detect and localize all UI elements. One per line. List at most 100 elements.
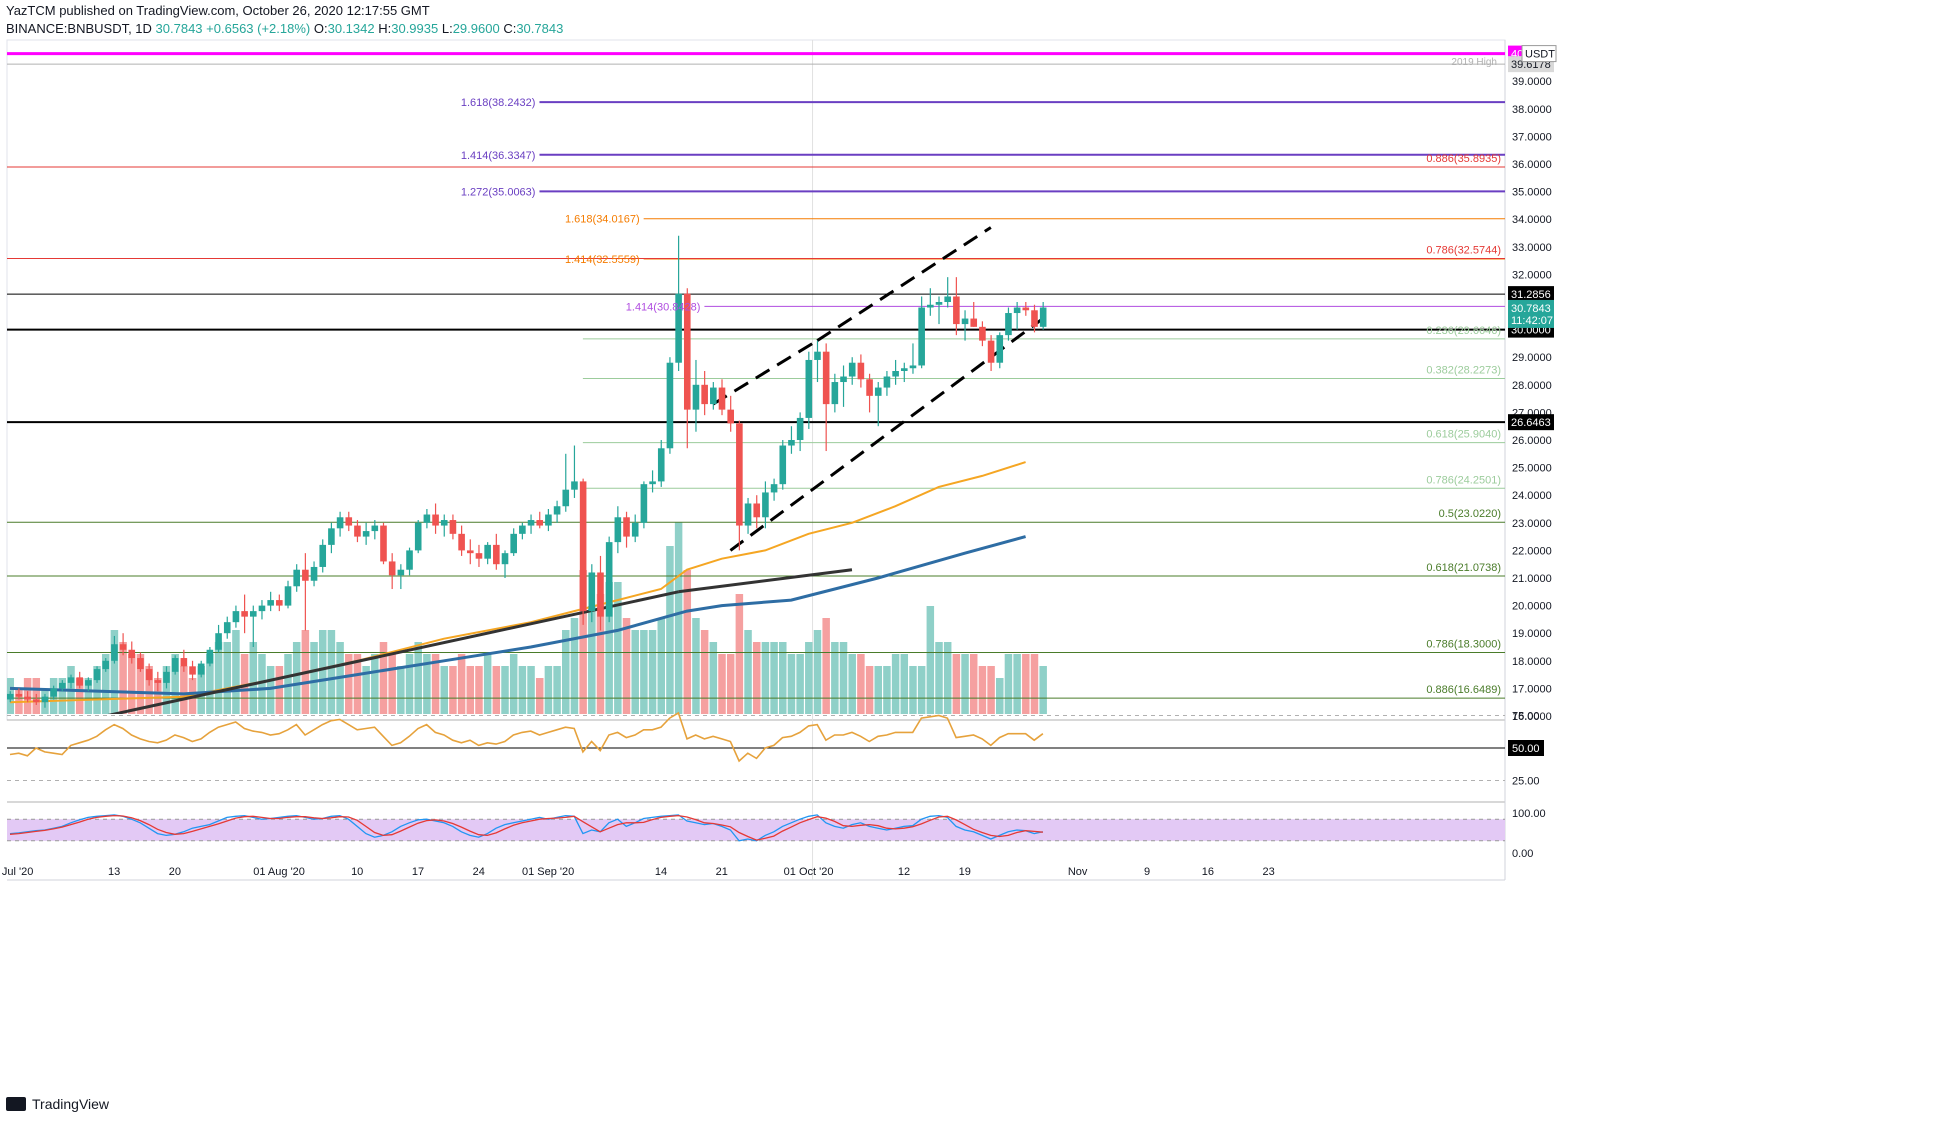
volume-bar xyxy=(101,654,110,714)
rsi-tick-label: 75.00 xyxy=(1512,711,1540,723)
volume-bar xyxy=(900,654,909,714)
level-label: 0.618(21.0738) xyxy=(1426,562,1501,574)
level-label: 1.618(34.0167) xyxy=(565,214,640,226)
price-tick-label: 17.0000 xyxy=(1512,683,1552,695)
volume-bar xyxy=(318,630,327,714)
trendline xyxy=(729,317,1044,552)
rsi-line xyxy=(9,711,1044,763)
candle-body xyxy=(423,514,431,523)
volume-bar xyxy=(839,642,848,714)
volume-bar xyxy=(917,666,926,714)
volume-bar xyxy=(240,654,249,714)
candle-body xyxy=(1031,310,1038,327)
candle-body xyxy=(805,359,813,418)
volume-bar xyxy=(943,642,952,714)
candle-body xyxy=(987,340,995,363)
candle-body xyxy=(996,335,1004,363)
candle-body xyxy=(701,384,708,405)
volume-bar xyxy=(1022,654,1030,714)
volume-bar xyxy=(327,630,336,714)
rsi-tag-bg xyxy=(1508,740,1544,756)
candle-body xyxy=(119,644,127,650)
candle-body xyxy=(536,520,544,526)
candle-body xyxy=(276,600,283,606)
low-value: 29.9600 xyxy=(452,21,500,36)
volume-bar xyxy=(848,654,856,714)
volume-bar xyxy=(622,618,631,714)
candle-body xyxy=(145,669,153,681)
candle-body xyxy=(770,484,778,493)
volume-bar xyxy=(666,546,674,714)
candle-body xyxy=(623,517,630,537)
volume-bar xyxy=(405,654,414,714)
candle-body xyxy=(545,514,552,526)
candle-body xyxy=(692,384,700,410)
candle-body xyxy=(154,680,162,683)
volume-bar xyxy=(805,642,813,714)
candle-body xyxy=(614,517,622,543)
candle-body xyxy=(822,351,830,405)
volume-bar xyxy=(119,642,127,714)
volume-bar xyxy=(388,654,396,714)
volume-bar xyxy=(527,666,535,714)
volume-bar xyxy=(449,666,457,714)
tradingview-brand[interactable]: TradingView xyxy=(6,1096,109,1112)
candle-body xyxy=(831,382,839,405)
candle-body xyxy=(571,481,578,490)
volume-bar xyxy=(674,522,683,714)
price-tick-label: 32.0000 xyxy=(1512,269,1552,281)
price-tick-label: 34.0000 xyxy=(1512,214,1552,226)
candle-body xyxy=(241,611,248,617)
volume-bar xyxy=(726,654,735,714)
time-tick-label: 01 Jul '20 xyxy=(0,866,33,878)
candle-body xyxy=(883,376,891,388)
time-tick-label: 20 xyxy=(169,866,181,878)
volume-bar xyxy=(518,666,527,714)
level-label: 0.886(35.8935) xyxy=(1426,153,1501,165)
volume-bar xyxy=(657,618,665,714)
volume-bar xyxy=(423,654,431,714)
candle-body xyxy=(215,633,222,650)
stoch-k-line xyxy=(9,814,1044,842)
volume-bar xyxy=(831,642,839,714)
volume-bar xyxy=(214,642,223,714)
candle-body xyxy=(1013,307,1021,314)
candle-body xyxy=(388,561,396,576)
ma200-line xyxy=(9,535,1026,696)
candle-body xyxy=(163,671,170,683)
candle-body xyxy=(284,586,292,606)
level-label: 1.272(35.0063) xyxy=(461,186,536,198)
price-tick-label: 23.0000 xyxy=(1512,518,1552,530)
stoch-band xyxy=(7,819,1505,841)
stoch-tick-label: 0.00 xyxy=(1512,848,1533,860)
time-tick-label: Nov xyxy=(1068,866,1088,878)
candle-body xyxy=(814,351,821,360)
candle-body xyxy=(67,677,75,683)
volume-bar xyxy=(206,654,214,714)
candle-body xyxy=(762,492,769,518)
volume-bar xyxy=(292,642,301,714)
candle-body xyxy=(371,525,379,532)
candle-body xyxy=(15,693,23,697)
candle-body xyxy=(527,520,535,526)
candle-body xyxy=(197,663,205,675)
volume-bar xyxy=(75,678,84,714)
volume-bar xyxy=(787,654,796,714)
candle-body xyxy=(874,387,882,396)
candle-body xyxy=(232,611,240,623)
volume-bar xyxy=(709,642,718,714)
volume-bar xyxy=(379,642,388,714)
candle-body xyxy=(501,553,509,565)
price-tag-label: 11:42:07 xyxy=(1511,315,1553,327)
open-value: 30.1342 xyxy=(327,21,375,36)
candle-body xyxy=(579,481,587,612)
candle-body xyxy=(354,525,361,537)
volume-bar xyxy=(501,666,509,714)
candle-body xyxy=(1039,307,1047,327)
volume-bar xyxy=(570,618,579,714)
candle-body xyxy=(449,520,457,534)
volume-bar xyxy=(180,666,188,714)
time-tick-label: 01 Sep '20 xyxy=(522,866,574,878)
volume-bar xyxy=(457,654,466,714)
